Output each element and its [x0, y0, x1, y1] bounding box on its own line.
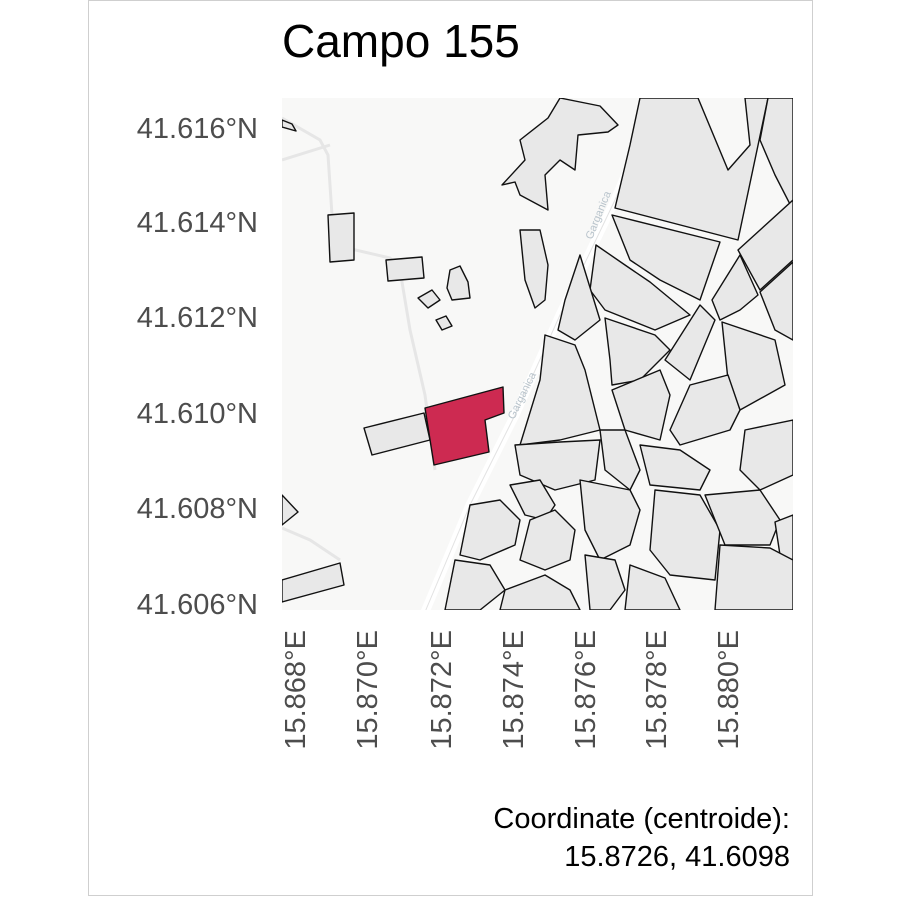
parcel: [501, 98, 619, 211]
parcel: [704, 489, 781, 546]
parcel: [611, 369, 671, 441]
parcel: [444, 559, 506, 610]
parcel: [737, 199, 793, 291]
caption-line-2: 15.8726, 41.6098: [564, 841, 790, 873]
parcel: [774, 514, 793, 561]
x-tick-label: 15.880°E: [713, 630, 745, 750]
parcel: [664, 304, 716, 381]
parcel: [519, 509, 576, 571]
x-tick-label: 15.878°E: [641, 630, 673, 750]
parcel: [739, 419, 793, 491]
farm-track: [282, 143, 331, 162]
parcel: [759, 98, 793, 211]
parcel: [714, 544, 793, 610]
parcel: [584, 554, 626, 610]
parcel: [385, 256, 425, 282]
parcel: [446, 265, 471, 301]
x-tick-label: 15.872°E: [426, 630, 458, 750]
x-tick-label: 15.870°E: [352, 630, 384, 750]
basemap-tracks: [282, 116, 437, 562]
map-canvas: Garganica Garganica: [282, 98, 793, 610]
parcel: [599, 429, 641, 491]
parcel: [282, 494, 299, 526]
y-tick-label: 41.614°N: [136, 207, 258, 239]
parcel: [282, 562, 345, 603]
parcel: [499, 574, 581, 610]
y-tick-label: 41.612°N: [136, 302, 258, 334]
plot-frame: [88, 0, 813, 896]
farm-track: [282, 116, 437, 471]
y-tick-label: 41.606°N: [136, 589, 258, 621]
parcel: [711, 254, 759, 321]
x-tick-label: 15.874°E: [498, 630, 530, 750]
caption-line-1: Coordinate (centroide):: [493, 803, 790, 835]
farm-track: [282, 526, 341, 562]
parcel: [721, 321, 786, 411]
parcel: [519, 334, 601, 446]
y-tick-label: 41.608°N: [136, 493, 258, 525]
parcel: [611, 214, 721, 301]
parcel: [514, 439, 601, 491]
parcel: [519, 229, 549, 309]
parcel: [669, 374, 741, 446]
x-tick-label: 15.868°E: [280, 630, 312, 750]
y-tick-label: 41.616°N: [136, 113, 258, 145]
y-tick-label: 41.610°N: [136, 398, 258, 430]
parcel: [624, 564, 681, 610]
parcel: [417, 289, 441, 309]
parcel: [557, 254, 601, 341]
parcel: [435, 315, 453, 331]
parcel: [327, 212, 355, 263]
highlighted-field: [424, 386, 505, 466]
parcel: [614, 98, 769, 241]
parcel: [759, 261, 793, 341]
parcel: [579, 479, 641, 561]
parcel: [282, 119, 297, 132]
x-tick-label: 15.876°E: [570, 630, 602, 750]
parcel: [639, 444, 711, 491]
map-title: Campo 155: [282, 15, 520, 67]
centroid-caption: Coordinate (centroide): 15.8726, 41.6098: [493, 800, 790, 876]
parcel: [649, 489, 721, 581]
parcel: [459, 499, 521, 561]
